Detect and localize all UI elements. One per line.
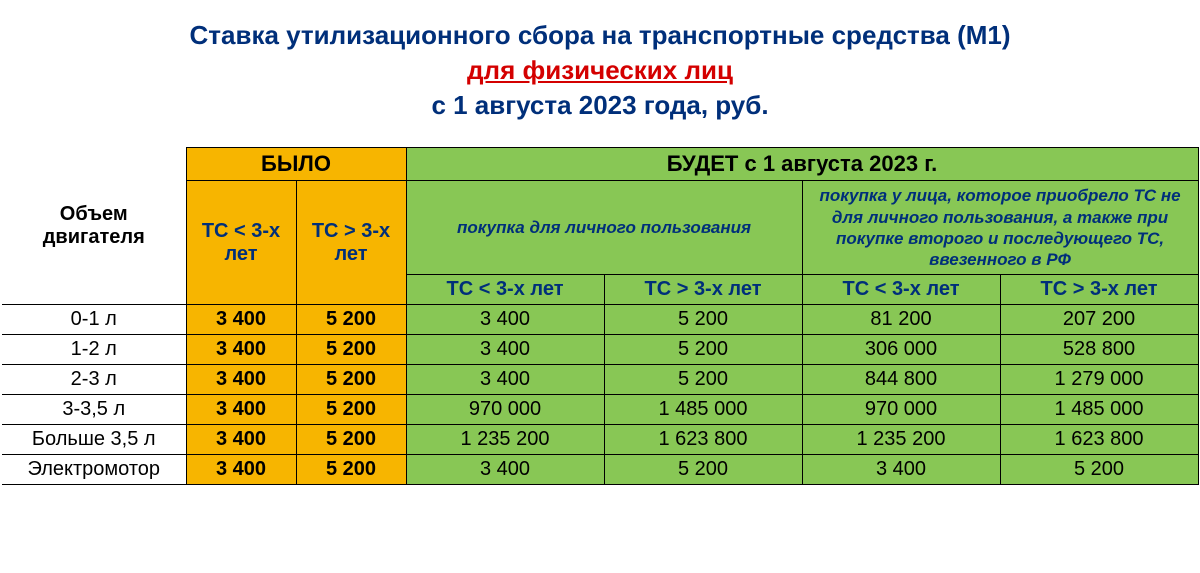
row-label: 2-3 л bbox=[2, 365, 186, 395]
cell-personal-over: 5 200 bbox=[604, 335, 802, 365]
table-row: 0-1 л 3 400 5 200 3 400 5 200 81 200 207… bbox=[2, 305, 1198, 335]
table-row: 3-3,5 л 3 400 5 200 970 000 1 485 000 97… bbox=[2, 395, 1198, 425]
cell-other-under: 844 800 bbox=[802, 365, 1000, 395]
table-row: 2-3 л 3 400 5 200 3 400 5 200 844 800 1 … bbox=[2, 365, 1198, 395]
cell-old-under: 3 400 bbox=[186, 335, 296, 365]
table-row: 1-2 л 3 400 5 200 3 400 5 200 306 000 52… bbox=[2, 335, 1198, 365]
cell-other-under: 970 000 bbox=[802, 395, 1000, 425]
cell-personal-over: 1 623 800 bbox=[604, 425, 802, 455]
table-row: Электромотор 3 400 5 200 3 400 5 200 3 4… bbox=[2, 455, 1198, 485]
cell-other-over: 5 200 bbox=[1000, 455, 1198, 485]
row-label: 1-2 л bbox=[2, 335, 186, 365]
title-line-3: с 1 августа 2023 года, руб. bbox=[0, 88, 1200, 123]
cell-other-over: 1 279 000 bbox=[1000, 365, 1198, 395]
header-note-other: покупка у лица, которое приобрело ТС не … bbox=[802, 181, 1198, 275]
cell-personal-over: 5 200 bbox=[604, 305, 802, 335]
cell-other-under: 81 200 bbox=[802, 305, 1000, 335]
header-note-personal: покупка для личного пользования bbox=[406, 181, 802, 275]
row-label: Больше 3,5 л bbox=[2, 425, 186, 455]
cell-old-over: 5 200 bbox=[296, 455, 406, 485]
cell-old-over: 5 200 bbox=[296, 335, 406, 365]
header-old-over: ТС > 3-х лет bbox=[296, 181, 406, 305]
page: Ставка утилизационного сбора на транспор… bbox=[0, 0, 1200, 573]
cell-other-over: 528 800 bbox=[1000, 335, 1198, 365]
header-engine-volume: Объем двигателя bbox=[2, 148, 186, 305]
cell-old-over: 5 200 bbox=[296, 425, 406, 455]
header-old-group: БЫЛО bbox=[186, 148, 406, 181]
cell-old-over: 5 200 bbox=[296, 305, 406, 335]
cell-other-under: 3 400 bbox=[802, 455, 1000, 485]
header-personal-over: ТС > 3-х лет bbox=[604, 275, 802, 305]
cell-old-under: 3 400 bbox=[186, 395, 296, 425]
cell-other-over: 1 485 000 bbox=[1000, 395, 1198, 425]
title-line-2: для физических лиц bbox=[0, 53, 1200, 88]
cell-old-under: 3 400 bbox=[186, 305, 296, 335]
cell-old-under: 3 400 bbox=[186, 425, 296, 455]
cell-other-under: 1 235 200 bbox=[802, 425, 1000, 455]
cell-personal-over: 5 200 bbox=[604, 455, 802, 485]
cell-personal-under: 3 400 bbox=[406, 365, 604, 395]
header-other-under: ТС < 3-х лет bbox=[802, 275, 1000, 305]
fee-table: Объем двигателя БЫЛО БУДЕТ с 1 августа 2… bbox=[2, 147, 1199, 485]
cell-other-under: 306 000 bbox=[802, 335, 1000, 365]
cell-old-under: 3 400 bbox=[186, 455, 296, 485]
cell-personal-over: 5 200 bbox=[604, 365, 802, 395]
header-new-group: БУДЕТ с 1 августа 2023 г. bbox=[406, 148, 1198, 181]
row-label: Электромотор bbox=[2, 455, 186, 485]
cell-other-over: 1 623 800 bbox=[1000, 425, 1198, 455]
cell-personal-under: 3 400 bbox=[406, 335, 604, 365]
title-block: Ставка утилизационного сбора на транспор… bbox=[0, 18, 1200, 123]
cell-old-over: 5 200 bbox=[296, 395, 406, 425]
row-label: 0-1 л bbox=[2, 305, 186, 335]
cell-old-over: 5 200 bbox=[296, 365, 406, 395]
row-label: 3-3,5 л bbox=[2, 395, 186, 425]
cell-personal-under: 970 000 bbox=[406, 395, 604, 425]
cell-personal-under: 3 400 bbox=[406, 305, 604, 335]
title-line-1: Ставка утилизационного сбора на транспор… bbox=[0, 18, 1200, 53]
cell-old-under: 3 400 bbox=[186, 365, 296, 395]
header-old-under: ТС < 3-х лет bbox=[186, 181, 296, 305]
cell-other-over: 207 200 bbox=[1000, 305, 1198, 335]
header-other-over: ТС > 3-х лет bbox=[1000, 275, 1198, 305]
header-personal-under: ТС < 3-х лет bbox=[406, 275, 604, 305]
cell-personal-under: 1 235 200 bbox=[406, 425, 604, 455]
cell-personal-under: 3 400 bbox=[406, 455, 604, 485]
table-row: Больше 3,5 л 3 400 5 200 1 235 200 1 623… bbox=[2, 425, 1198, 455]
cell-personal-over: 1 485 000 bbox=[604, 395, 802, 425]
